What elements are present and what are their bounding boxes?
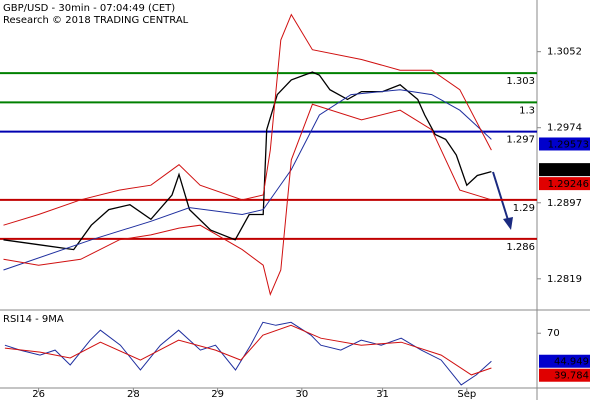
price-box-label: 1.2931 [554,165,589,176]
price-box-label: 39.784 [554,371,589,382]
chart-title: GBP/USD - 30min - 07:04:49 (CET) [3,3,175,14]
series-line [3,71,492,251]
level-label: 1.286 [506,242,535,253]
x-tick-label: 31 [376,389,389,400]
level-label: 1.3 [519,105,535,116]
y-tick-label: 70 [547,328,560,339]
x-tick-label: 30 [295,389,308,400]
price-box-label: 44.949 [554,357,589,368]
level-label: 1.297 [506,135,535,146]
forecast-arrow [492,171,509,221]
price-box [539,354,590,368]
rsi-title: RSI14 - 9MA [3,314,64,325]
series-line [4,321,492,386]
series-line [3,103,492,296]
y-tick-label: 1.3052 [547,47,582,58]
level-label: 1.29 [513,203,535,214]
x-tick-label: 29 [211,389,224,400]
price-box-label: 1.29246 [548,179,589,190]
x-tick-label: 26 [32,389,45,400]
price-box [539,137,590,151]
y-tick-label: 1.2819 [547,274,582,285]
y-tick-label: 1.2974 [547,123,582,134]
series-line [4,324,492,376]
price-box-label: 1.29573 [548,139,589,150]
y-tick-label: 1.2897 [547,198,582,209]
price-box [539,368,590,382]
x-tick-label: Sep [457,389,476,400]
chart-subtitle: Research © 2018 TRADING CENTRAL [3,15,189,26]
series-line [3,89,492,271]
forecast-arrowhead [503,217,513,230]
price-box [539,163,590,177]
series-line [3,13,492,226]
price-box [539,177,590,191]
x-tick-label: 28 [127,389,140,400]
level-label: 1.303 [506,76,535,87]
